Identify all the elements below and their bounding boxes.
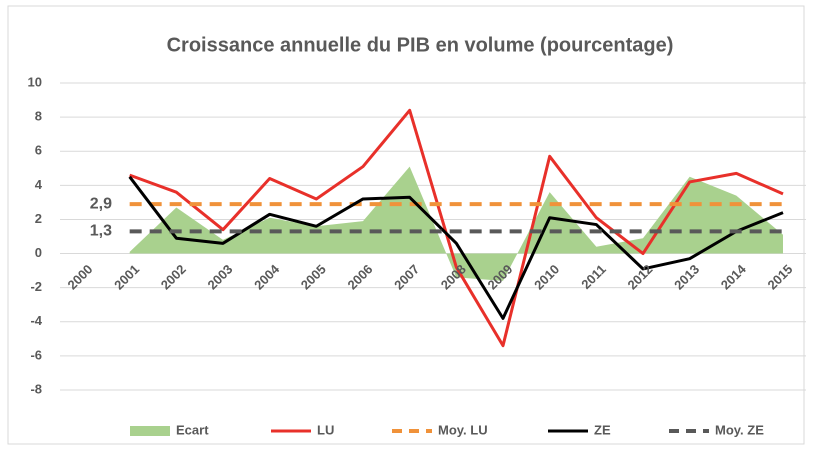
area	[129, 166, 783, 281]
legend-label: Moy. LU	[438, 422, 488, 437]
legend-item: Moy. ZE	[669, 422, 764, 437]
y-tick-label: -6	[30, 347, 42, 362]
legend-swatch	[130, 426, 170, 436]
annotation: 2,9	[90, 195, 112, 212]
y-tick-label: 6	[35, 143, 42, 158]
legend-item: Ecart	[130, 422, 209, 437]
legend-item: ZE	[548, 422, 611, 437]
chart-title: Croissance annuelle du PIB en volume (po…	[167, 34, 674, 56]
legend-item: LU	[271, 422, 334, 437]
y-tick-label: 10	[28, 74, 42, 89]
y-tick-label: -4	[30, 313, 42, 328]
annotation: 1,3	[90, 223, 112, 240]
legend-label: Ecart	[176, 422, 209, 437]
y-tick-label: -2	[30, 279, 42, 294]
y-tick-label: 8	[35, 109, 42, 124]
legend-label: ZE	[594, 422, 611, 437]
legend-item: Moy. LU	[392, 422, 488, 437]
y-tick-label: -8	[30, 381, 42, 396]
y-tick-label: 2	[35, 211, 42, 226]
legend-label: Moy. ZE	[715, 422, 764, 437]
y-tick-label: 4	[35, 177, 43, 192]
y-tick-label: 0	[35, 245, 42, 260]
line	[128, 175, 784, 320]
legend-label: LU	[317, 422, 334, 437]
series	[128, 108, 784, 348]
